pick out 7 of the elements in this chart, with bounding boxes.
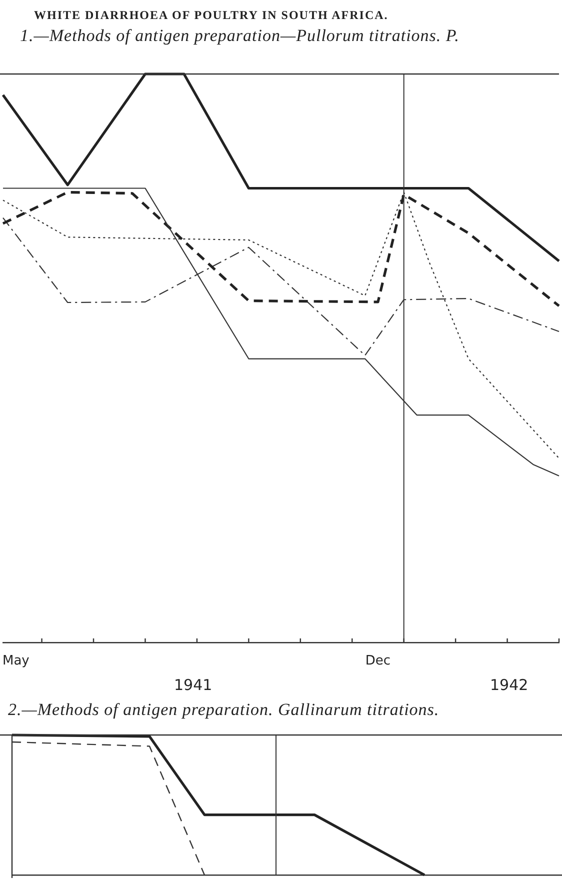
chart-title: WHITE DIARRHOEA OF POULTRY IN SOUTH AFRICA.	[34, 8, 388, 23]
chart-subtitle: 1.—Methods of antigen preparation—Pullorum titrations. P.	[20, 26, 460, 46]
x-tick-label: May	[2, 654, 30, 669]
text: 1942	[490, 676, 528, 694]
chart-title: 2.—Methods of antigen preparation. Gallinarum titrations.	[8, 700, 440, 720]
x-tick-label: Dec	[365, 654, 391, 669]
text: 1941	[174, 676, 212, 694]
